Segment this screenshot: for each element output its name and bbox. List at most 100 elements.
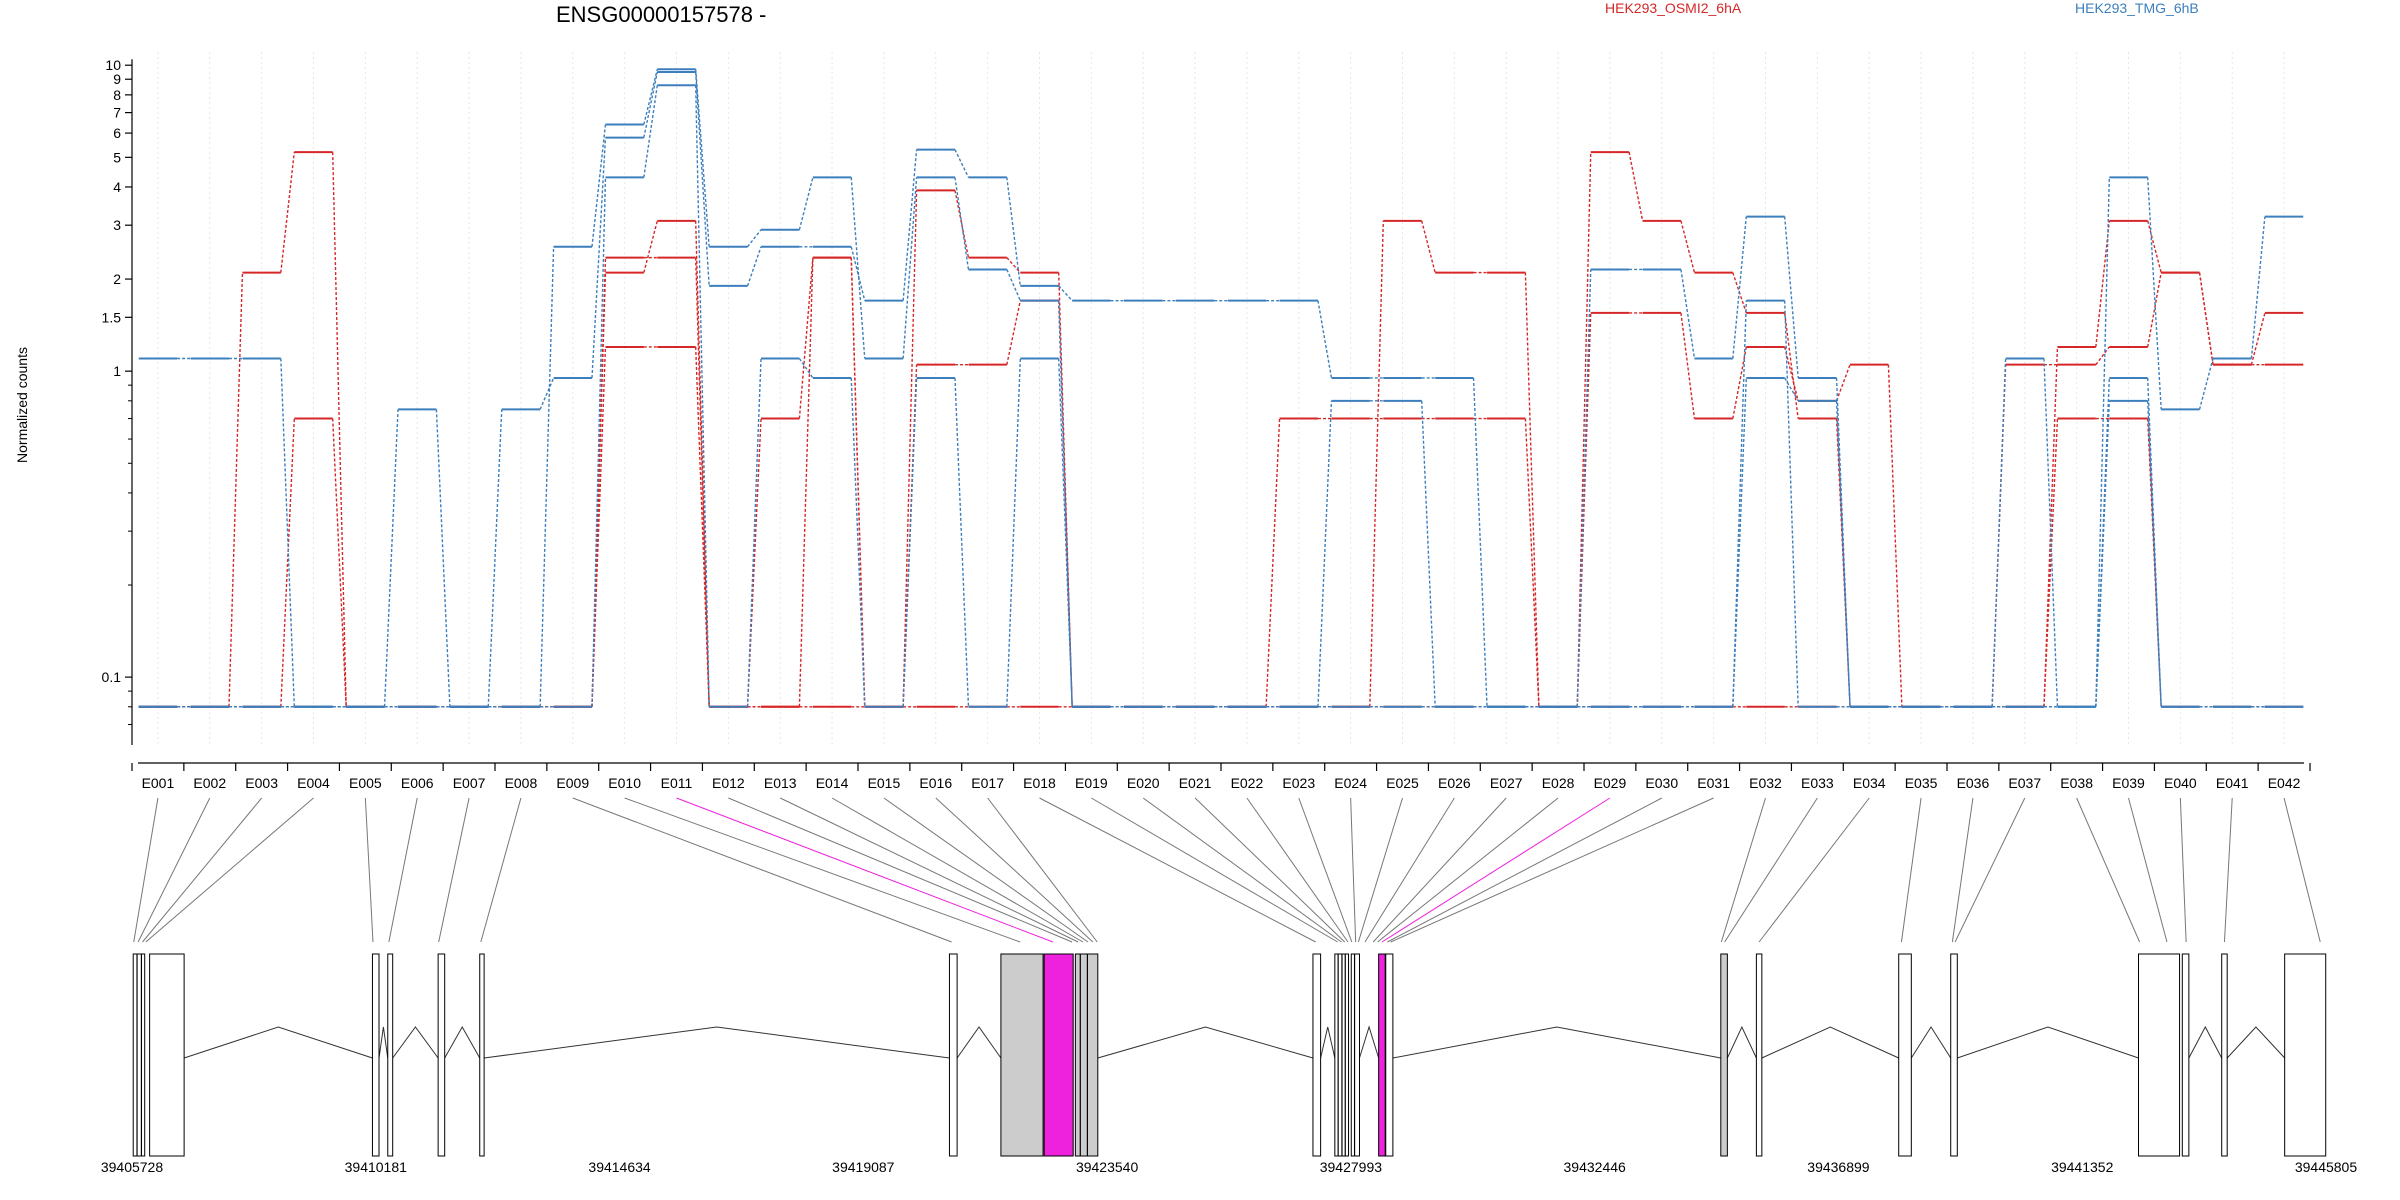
x-tick-label-E014: E014 <box>816 775 849 791</box>
bin-transition <box>1057 358 1073 707</box>
x-tick-label-E038: E038 <box>2060 775 2093 791</box>
x-tick-label-E022: E022 <box>1231 775 1264 791</box>
series-b-4 <box>138 68 2304 708</box>
exon <box>1755 953 1763 1157</box>
intron <box>1726 1025 1757 1059</box>
series-lines <box>138 68 2304 708</box>
connector-E015 <box>883 797 1089 943</box>
genomic-tick-label: 39445805 <box>2295 1159 2358 1175</box>
bin-transition <box>1420 400 1436 707</box>
gene-title: ENSG00000157578 - <box>556 2 767 27</box>
bin-transition <box>1887 364 1903 707</box>
y-tick-label: 9 <box>113 71 121 87</box>
exon <box>2181 953 2190 1157</box>
bin-transition <box>1732 377 1748 707</box>
connector-E001 <box>133 797 159 943</box>
x-tick-label-E039: E039 <box>2112 775 2145 791</box>
connector-E036 <box>1951 797 1974 943</box>
x-tick-label-E025: E025 <box>1386 775 1419 791</box>
connector-E016 <box>935 797 1094 943</box>
bin-transition <box>954 190 970 258</box>
x-tick-label-E003: E003 <box>245 775 278 791</box>
bin-transition <box>2043 418 2059 707</box>
exon <box>1385 953 1394 1157</box>
connector-E009 <box>572 797 952 943</box>
x-tick-label-E029: E029 <box>1594 775 1627 791</box>
bin-transition <box>1006 257 1021 274</box>
x-tick-label-E017: E017 <box>971 775 1004 791</box>
exon <box>1074 953 1099 1157</box>
connector-E003 <box>142 797 263 943</box>
exon <box>479 953 485 1157</box>
bin-transition <box>591 137 607 379</box>
genomic-tick-label: 39410181 <box>345 1159 408 1175</box>
exon <box>1000 953 1044 1157</box>
bin-transition <box>1006 358 1022 707</box>
y-tick-label: 8 <box>113 87 121 103</box>
bin-transition <box>1524 418 1540 707</box>
series-b-5 <box>138 84 2304 708</box>
series-a-1 <box>138 256 2304 708</box>
connector-E029 <box>1381 797 1611 943</box>
connector-E007 <box>438 797 470 943</box>
x-tick-label-E010: E010 <box>608 775 641 791</box>
x-tick-label-E020: E020 <box>1127 775 1160 791</box>
x-tick-label-E041: E041 <box>2216 775 2249 791</box>
bin-transition <box>2146 177 2162 410</box>
bin-transition <box>850 377 866 707</box>
x-tick-label-E033: E033 <box>1801 775 1834 791</box>
bin-transition <box>1680 220 1696 273</box>
bin-transition <box>2250 216 2266 359</box>
bin-transition <box>2198 358 2214 410</box>
y-tick-label: 1 <box>113 363 121 379</box>
bin-transition <box>1006 300 1021 365</box>
connector-E017 <box>987 797 1098 943</box>
x-tick-label-E032: E032 <box>1749 775 1782 791</box>
x-tick-label-E040: E040 <box>2164 775 2197 791</box>
bin-transition <box>643 69 658 125</box>
x-tick-label-E018: E018 <box>1023 775 1056 791</box>
exon <box>132 953 146 1157</box>
genomic-tick-label: 39423540 <box>1076 1159 1139 1175</box>
exon <box>1312 953 1322 1157</box>
legend-condition-b: HEK293_TMG_6hB <box>2075 0 2199 16</box>
x-tick-label-E031: E031 <box>1697 775 1730 791</box>
exon <box>1720 953 1728 1157</box>
x-tick-label-E035: E035 <box>1905 775 1938 791</box>
bin-transition <box>2095 377 2111 707</box>
connector-E035 <box>1900 797 1922 943</box>
connector-E010 <box>624 797 1021 943</box>
bin-transition <box>1680 269 1696 359</box>
bin-transition <box>643 85 659 178</box>
exon <box>2221 953 2228 1157</box>
gene-model <box>132 953 2327 1157</box>
connector-E004 <box>145 797 314 943</box>
x-tick-label-E024: E024 <box>1334 775 1367 791</box>
connector-E014 <box>831 797 1084 943</box>
y-tick-label: 2 <box>113 271 121 287</box>
bin-transition <box>954 377 970 707</box>
connector-E023 <box>1298 797 1353 943</box>
bin-transition <box>798 257 814 707</box>
bin-transition <box>2095 346 2110 366</box>
bin-transition <box>902 149 918 301</box>
bin-transition <box>2198 272 2214 365</box>
bin-transition <box>902 177 918 359</box>
bin-transition <box>1472 377 1488 707</box>
exon-highlighted <box>1043 953 1074 1157</box>
intron <box>1910 1026 1952 1059</box>
y-tick-label: 3 <box>113 217 121 233</box>
bin-transition <box>1783 300 1799 707</box>
x-tick-label-E004: E004 <box>297 775 330 791</box>
x-tick-label-E008: E008 <box>505 775 538 791</box>
exon <box>2137 953 2181 1157</box>
connector-E041 <box>2223 797 2233 943</box>
x-tick-label-E013: E013 <box>764 775 797 791</box>
bin-transition <box>954 149 970 178</box>
connector-E028 <box>1377 797 1559 943</box>
series-b-3 <box>138 71 2304 708</box>
bin-transition <box>1732 346 1748 419</box>
x-tick-label-E030: E030 <box>1645 775 1678 791</box>
